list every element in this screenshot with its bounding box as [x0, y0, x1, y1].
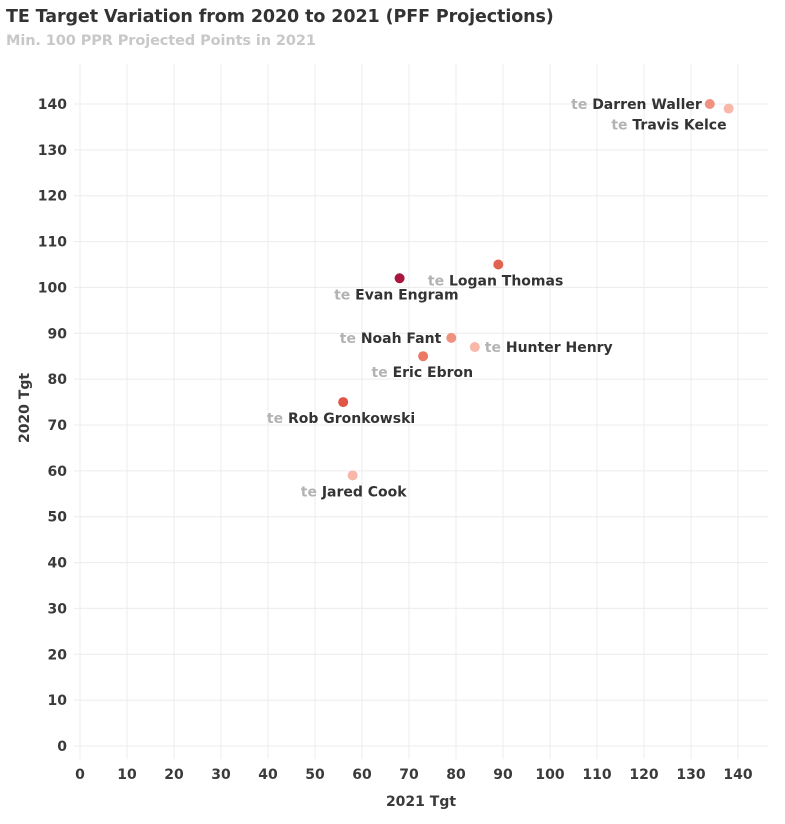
point-label: te Logan Thomas	[428, 274, 563, 290]
player-name-label: Hunter Henry	[506, 340, 613, 356]
data-point[interactable]	[469, 342, 480, 353]
data-point[interactable]	[338, 397, 349, 408]
x-tick-label: 10	[117, 767, 137, 783]
y-tick-label: 20	[48, 647, 68, 663]
x-tick-label: 60	[352, 767, 372, 783]
point-label: te Evan Engram	[334, 287, 459, 303]
position-label: te	[428, 274, 449, 290]
x-tick-label: 70	[399, 767, 419, 783]
x-tick-label: 90	[493, 767, 513, 783]
y-tick-label: 0	[57, 739, 67, 755]
y-tick-label: 130	[38, 143, 67, 159]
player-name-label: Evan Engram	[355, 287, 458, 303]
y-axis-ticks: 0 10 20 30 40 50 60 70 80 90 100 110 120 130 140	[38, 97, 67, 755]
y-tick-label: 40	[48, 556, 68, 572]
x-tick-label: 30	[211, 767, 231, 783]
x-tick-label: 50	[305, 767, 325, 783]
x-tick-label: 20	[164, 767, 184, 783]
player-name-label: Jared Cook	[321, 484, 407, 500]
data-point[interactable]	[347, 470, 358, 481]
data-point[interactable]	[704, 99, 715, 109]
x-axis-title: 2021 Tgt	[386, 794, 456, 810]
x-tick-label: 140	[723, 767, 752, 783]
point-label: te Jared Cook	[301, 484, 408, 500]
data-point[interactable]	[723, 103, 734, 114]
data-point[interactable]	[446, 332, 457, 343]
point-label: te Noah Fant	[340, 331, 442, 347]
position-label: te	[611, 118, 632, 134]
x-tick-label: 110	[582, 767, 611, 783]
position-label: te	[340, 331, 361, 347]
player-name-label: Travis Kelce	[632, 118, 726, 134]
y-axis-title: 2020 Tgt	[17, 373, 33, 443]
gridlines	[74, 64, 768, 759]
x-tick-label: 120	[629, 767, 658, 783]
player-name-label: Logan Thomas	[449, 274, 563, 290]
chart-title: TE Target Variation from 2020 to 2021 (P…	[6, 7, 554, 27]
y-tick-label: 90	[48, 326, 68, 342]
y-tick-label: 120	[38, 189, 67, 205]
point-label: te Eric Ebron	[372, 365, 474, 381]
point-label: te Darren Waller	[571, 97, 702, 113]
position-label: te	[571, 97, 592, 113]
x-tick-label: 100	[535, 767, 564, 783]
y-tick-label: 60	[48, 464, 68, 480]
y-tick-label: 110	[38, 235, 67, 251]
x-tick-label: 40	[258, 767, 278, 783]
y-tick-label: 80	[48, 372, 68, 388]
position-label: te	[267, 411, 288, 427]
point-label: te Travis Kelce	[611, 118, 726, 134]
player-name-label: Darren Waller	[592, 97, 702, 113]
position-label: te	[334, 287, 355, 303]
y-tick-label: 10	[48, 693, 68, 709]
x-tick-label: 130	[676, 767, 705, 783]
point-label: te Hunter Henry	[485, 340, 613, 356]
chart-subtitle: Min. 100 PPR Projected Points in 2021	[6, 33, 316, 49]
y-tick-label: 140	[38, 97, 67, 113]
position-label: te	[301, 484, 322, 500]
position-label: te	[372, 365, 393, 381]
position-label: te	[485, 340, 506, 356]
y-tick-label: 70	[48, 418, 68, 434]
data-points	[338, 99, 734, 481]
x-tick-label: 80	[446, 767, 466, 783]
point-label: te Rob Gronkowski	[267, 411, 415, 427]
player-name-label: Rob Gronkowski	[288, 411, 415, 427]
x-tick-label: 0	[75, 767, 85, 783]
data-point[interactable]	[394, 273, 405, 284]
y-tick-label: 100	[38, 280, 67, 296]
data-point[interactable]	[418, 351, 429, 362]
x-axis-ticks: 0 10 20 30 40 50 60 70 80 90 100 110 120 130 140	[75, 767, 753, 783]
data-point[interactable]	[493, 259, 504, 270]
y-tick-label: 30	[48, 601, 68, 617]
y-tick-label: 50	[48, 510, 68, 526]
player-name-label: Eric Ebron	[393, 365, 474, 381]
player-name-label: Noah Fant	[361, 331, 442, 347]
